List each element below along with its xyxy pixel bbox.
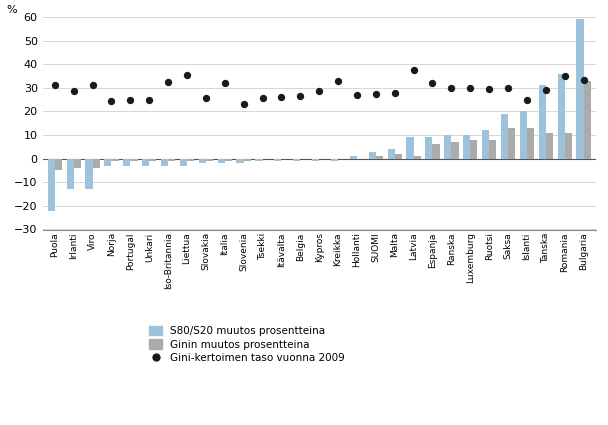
Bar — [312, 159, 319, 161]
Bar — [142, 159, 149, 166]
Bar — [206, 159, 213, 161]
Point — [503, 85, 513, 91]
Bar — [584, 81, 591, 159]
Point — [465, 85, 475, 91]
Bar — [350, 156, 357, 159]
Bar — [274, 159, 282, 161]
Bar — [387, 149, 395, 159]
Bar — [565, 133, 572, 159]
Bar — [508, 128, 515, 159]
Bar — [546, 133, 553, 159]
Bar — [395, 154, 402, 159]
Bar — [368, 152, 376, 159]
Point — [427, 80, 437, 87]
Bar — [187, 159, 194, 161]
Bar — [470, 140, 477, 159]
Bar — [74, 159, 81, 168]
Bar — [293, 159, 300, 161]
Point — [409, 67, 418, 74]
Point — [522, 96, 532, 103]
Bar — [489, 140, 496, 159]
Point — [371, 91, 381, 97]
Point — [50, 82, 60, 89]
Text: %: % — [7, 5, 17, 15]
Bar — [218, 159, 225, 163]
Point — [485, 85, 494, 92]
Point — [69, 88, 78, 95]
Bar — [92, 159, 100, 168]
Bar — [501, 114, 508, 159]
Bar — [539, 85, 546, 159]
Bar — [463, 135, 470, 159]
Bar — [105, 159, 111, 166]
Point — [390, 89, 399, 96]
Bar — [255, 159, 263, 161]
Point — [144, 96, 154, 103]
Point — [164, 79, 173, 85]
Bar — [331, 159, 338, 161]
Bar — [161, 159, 168, 166]
Bar — [237, 159, 244, 163]
Bar — [413, 156, 421, 159]
Bar — [426, 137, 432, 159]
Point — [352, 91, 362, 98]
Bar — [66, 159, 74, 190]
Point — [88, 82, 97, 89]
Point — [446, 85, 456, 91]
Bar — [482, 130, 489, 159]
Bar — [444, 135, 451, 159]
Bar — [199, 159, 206, 163]
Bar — [406, 137, 413, 159]
Point — [125, 96, 135, 103]
Point — [239, 101, 249, 108]
Bar — [47, 159, 55, 211]
Bar — [86, 159, 92, 190]
Point — [541, 87, 551, 94]
Bar — [111, 159, 119, 161]
Bar — [527, 128, 534, 159]
Bar — [376, 156, 383, 159]
Bar — [149, 159, 156, 161]
Point — [295, 93, 305, 99]
Bar — [451, 142, 458, 159]
Bar — [576, 20, 584, 159]
Point — [106, 97, 116, 104]
Point — [314, 88, 324, 95]
Point — [220, 80, 230, 87]
Bar — [55, 159, 62, 170]
Point — [333, 77, 343, 84]
Point — [560, 73, 570, 79]
Point — [182, 71, 192, 78]
Bar — [168, 159, 175, 161]
Bar — [520, 111, 527, 159]
Point — [579, 76, 589, 83]
Legend: S80/S20 muutos prosentteina, Ginin muutos prosentteina, Gini-kertoimen taso vuon: S80/S20 muutos prosentteina, Ginin muuto… — [147, 324, 347, 365]
Bar — [123, 159, 130, 166]
Bar — [225, 159, 232, 161]
Bar — [432, 144, 440, 159]
Bar — [180, 159, 187, 166]
Bar — [130, 159, 137, 161]
Point — [258, 95, 268, 102]
Point — [201, 95, 211, 102]
Point — [277, 94, 286, 101]
Bar — [558, 74, 565, 159]
Bar — [244, 159, 251, 161]
